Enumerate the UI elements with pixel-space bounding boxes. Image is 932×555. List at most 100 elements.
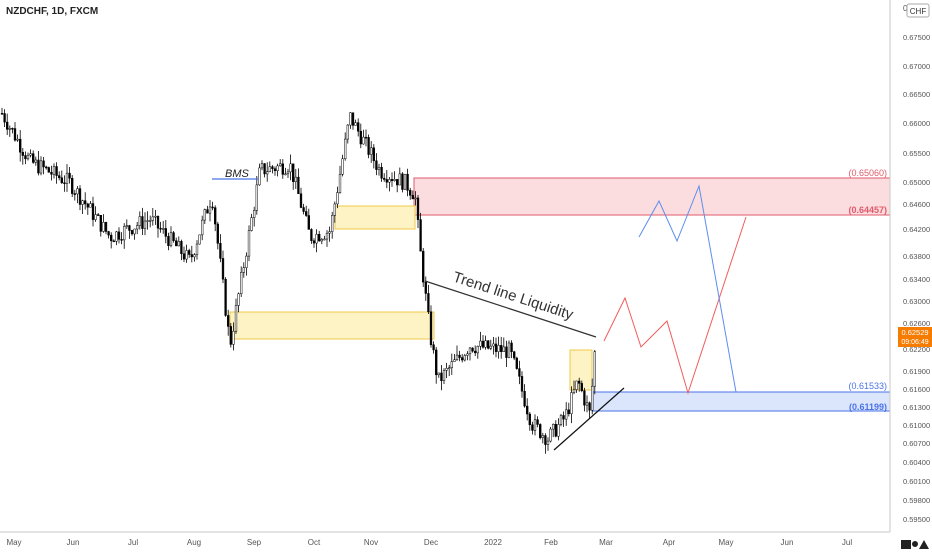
candle-body <box>427 293 430 313</box>
price-tick-label: 0.67000 <box>903 62 930 71</box>
plot-area[interactable] <box>0 0 890 532</box>
candle-body <box>32 153 35 163</box>
candle-body <box>91 203 95 220</box>
candle-body <box>94 214 97 220</box>
candle-body <box>8 127 11 130</box>
candle-body <box>227 315 230 327</box>
candle-body <box>333 203 336 216</box>
supply-zone[interactable] <box>413 177 891 216</box>
candle-body <box>16 138 19 141</box>
time-axis[interactable]: May Jun Jul Aug Sep Oct Nov Dec 2022 Feb Mar Apr May… <box>6 538 852 547</box>
candle-body <box>299 193 303 208</box>
candle-body <box>185 250 188 260</box>
candle-body <box>367 137 370 155</box>
current-price-label: 0.62529 <box>901 328 928 337</box>
candle-body <box>6 121 9 130</box>
candle-body <box>286 171 290 175</box>
trendline-liquidity[interactable] <box>424 280 597 338</box>
current-price-tag <box>898 327 932 347</box>
candle-body <box>583 390 586 406</box>
candle-body <box>149 220 152 222</box>
candle-body <box>515 357 518 369</box>
candle-body <box>320 239 323 242</box>
time-tick-label: Jul <box>842 538 852 547</box>
candle-body <box>396 179 399 186</box>
candle-body <box>159 227 162 230</box>
candle-body <box>208 206 212 214</box>
candle-body <box>572 389 576 393</box>
candle-body <box>580 383 583 391</box>
candle-body <box>63 182 66 184</box>
candle-body <box>440 372 443 381</box>
candle-body <box>325 232 329 240</box>
candle-body <box>497 345 500 352</box>
candle-body <box>182 253 186 260</box>
price-axis[interactable]: 0.67500 0.67000 0.66500 0.66000 0.65500 0.650… <box>903 33 930 524</box>
candle-body <box>97 214 100 216</box>
candle-body <box>45 166 48 169</box>
candle-body <box>476 346 479 354</box>
candle-body <box>554 423 557 437</box>
price-tick-label: 0.62200 <box>903 345 930 354</box>
projection-blue[interactable] <box>638 184 737 393</box>
candle-body <box>34 159 37 163</box>
candle-body <box>276 165 279 172</box>
candle-body <box>284 173 287 176</box>
candle-body <box>164 228 167 237</box>
time-tick-label: Apr <box>663 538 676 547</box>
candle-body <box>359 130 362 145</box>
candle-body <box>107 231 110 236</box>
candle-body <box>591 385 594 411</box>
candle-body <box>203 209 206 221</box>
candle-body <box>201 219 204 236</box>
price-tick-label: 0.61300 <box>903 403 930 412</box>
candle-body <box>60 177 63 183</box>
currency-badge[interactable] <box>906 3 930 18</box>
candle-body <box>505 346 508 358</box>
candle-body <box>455 354 459 360</box>
candle-body <box>442 370 446 381</box>
time-tick-label: Jun <box>67 538 80 547</box>
candle-body <box>188 250 191 255</box>
support-trendline[interactable] <box>553 387 625 451</box>
candle-body <box>489 345 492 349</box>
candle-body <box>346 124 349 140</box>
candle-body <box>307 215 310 230</box>
candle-body <box>219 243 222 259</box>
candle-body <box>372 147 375 162</box>
order-block-oct[interactable] <box>334 205 416 230</box>
candle-body <box>448 367 451 369</box>
order-block-aug[interactable] <box>229 311 435 340</box>
candle-body <box>414 197 417 200</box>
candle-body <box>435 349 438 376</box>
candle-body <box>305 211 308 216</box>
candle-body <box>3 113 6 123</box>
candle-body <box>294 176 297 182</box>
candle-body <box>138 216 141 226</box>
candle-body <box>271 166 274 169</box>
currency-badge-label: CHF <box>910 7 927 16</box>
candle-body <box>364 136 368 139</box>
candle-body <box>388 179 391 183</box>
price-tick-label: 0.60400 <box>903 458 930 467</box>
candle-body <box>162 228 165 230</box>
candle-body <box>84 200 87 205</box>
projection-red[interactable] <box>603 216 747 395</box>
candle-body <box>110 234 113 242</box>
time-tick-label: Sep <box>247 538 262 547</box>
candle-body <box>216 223 219 244</box>
price-tick-label: 0.65000 <box>903 178 930 187</box>
candle-body <box>47 167 50 173</box>
candle-body <box>21 151 24 156</box>
demand-zone[interactable] <box>592 391 891 412</box>
candle-body <box>419 219 422 252</box>
candle-body <box>81 200 84 205</box>
price-tick-label: 0.60700 <box>903 439 930 448</box>
candle-body <box>362 136 365 145</box>
candle-body <box>26 154 30 160</box>
candle-body <box>133 228 136 235</box>
candle-body <box>570 392 573 415</box>
time-tick-label: Nov <box>364 538 378 547</box>
